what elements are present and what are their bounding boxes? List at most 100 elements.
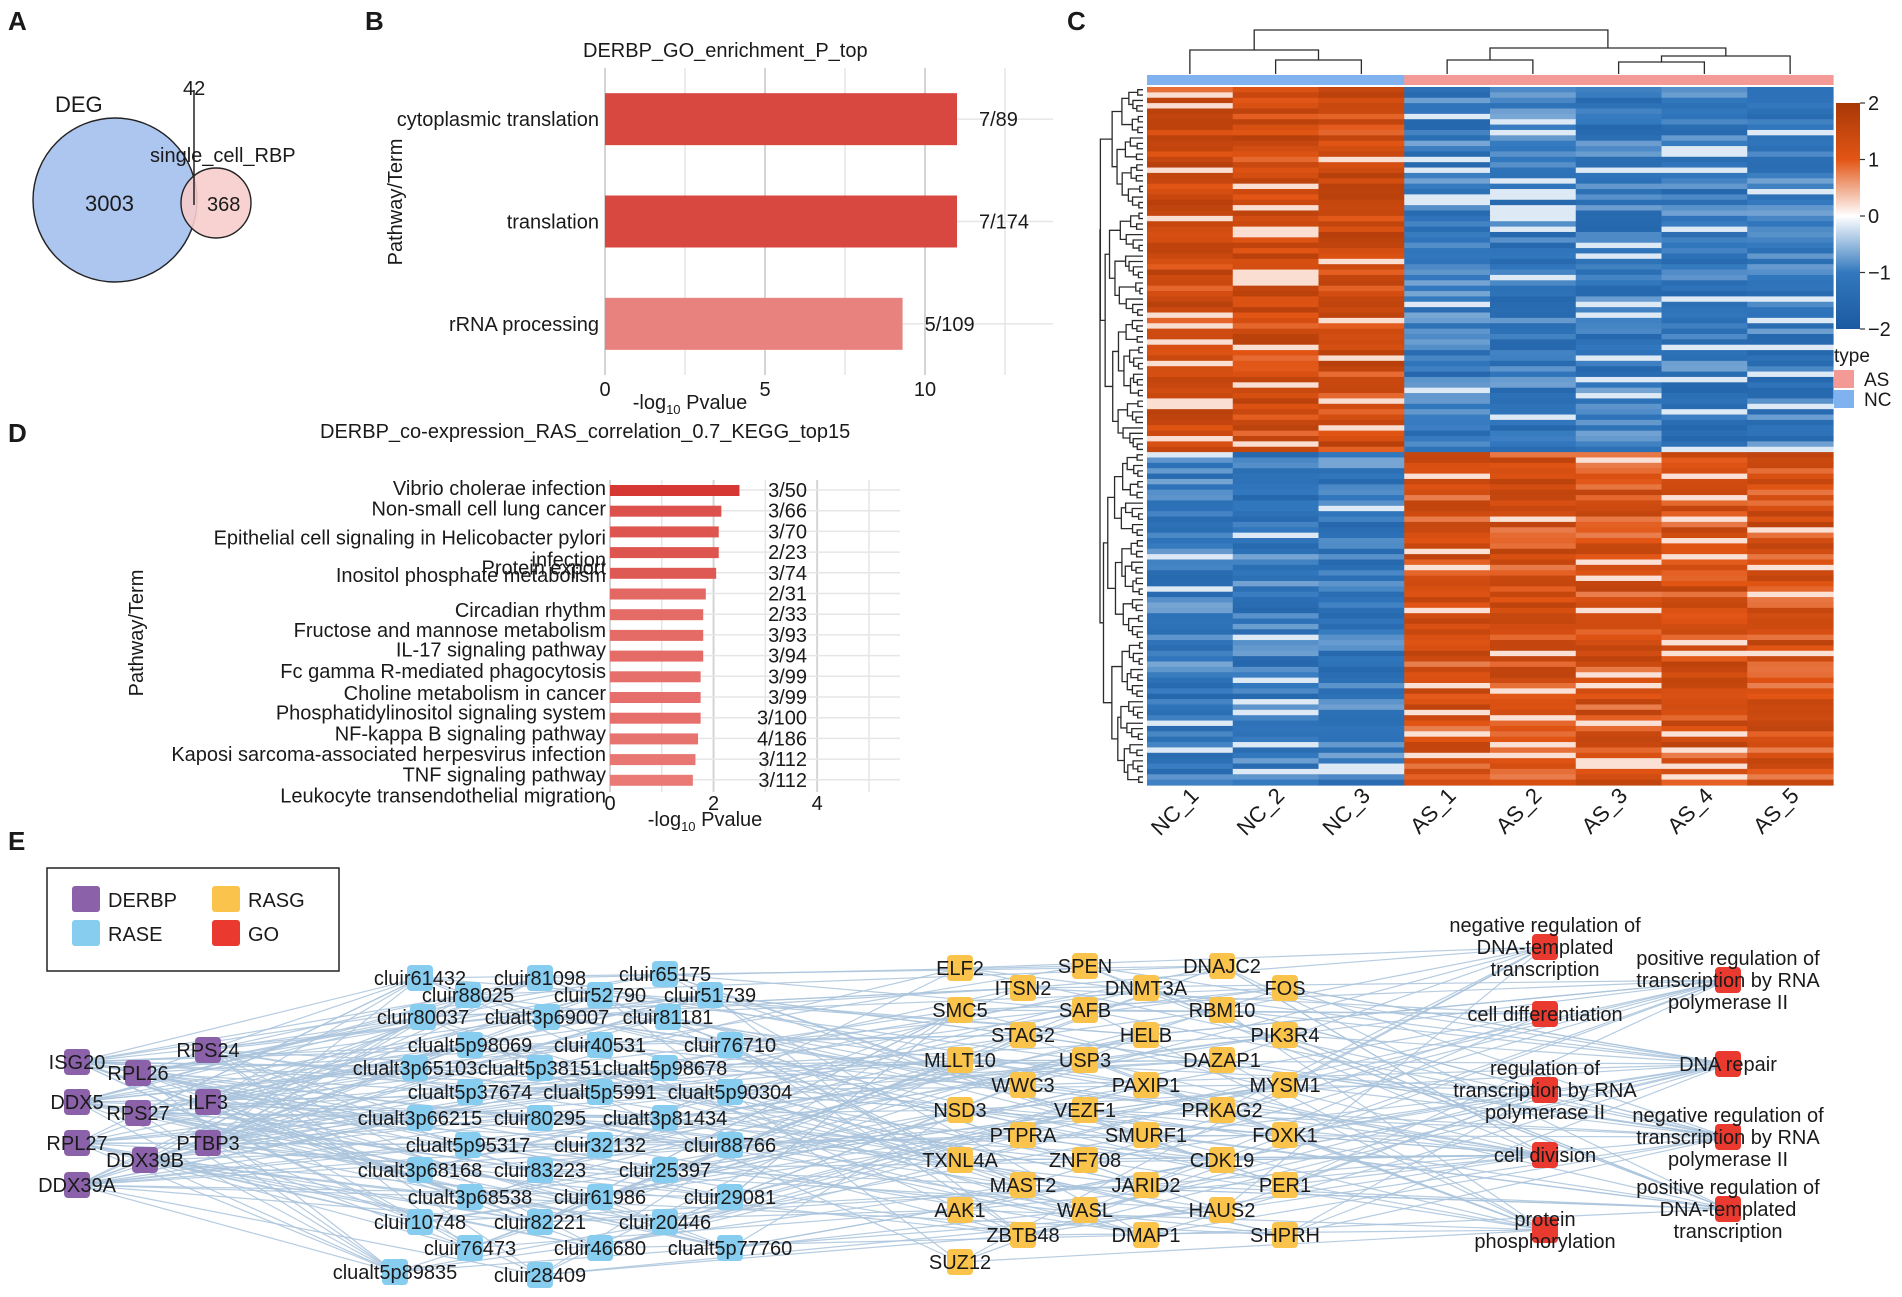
kegg-category-label: Vibrio cholerae infection [393, 478, 606, 500]
dendrogram-branch [1617, 61, 1706, 74]
heatmap-cell [1147, 645, 1234, 652]
heatmap-cell [1575, 699, 1663, 706]
heatmap-cell [1318, 597, 1405, 604]
heatmap-cell [1147, 113, 1234, 120]
rasg-node-ptpra [1010, 1122, 1036, 1148]
heatmap-cell [1404, 436, 1491, 442]
heatmap-cells: NC_1 NC_2 NC_3 AS_1 AS_2 AS_3 AS_4 AS_5 [1146, 75, 1834, 840]
dendrogram-branch [1135, 153, 1143, 161]
heatmap-cell [1747, 307, 1834, 314]
heatmap-cell [1147, 720, 1234, 727]
dendrogram-branch [1135, 577, 1143, 585]
dendrogram-branch [1122, 462, 1131, 491]
heatmap-cell [1404, 468, 1491, 475]
rasg-node-safb [1072, 997, 1098, 1023]
heatmap-cell [1147, 441, 1234, 448]
heatmap-cell [1232, 355, 1320, 362]
heatmap-cell [1404, 419, 1491, 426]
heatmap-cell [1575, 677, 1663, 684]
heatmap-cell [1318, 253, 1405, 260]
heatmap-cell [1404, 548, 1491, 555]
heatmap-cell [1232, 215, 1320, 222]
heatmap-cell [1147, 333, 1234, 340]
heatmap-cell [1147, 393, 1234, 400]
heatmap-cell [1318, 403, 1405, 410]
heatmap-cell [1232, 640, 1320, 646]
heatmap-cell [1661, 344, 1748, 351]
heatmap-cell [1575, 92, 1663, 99]
heatmap-cell [1490, 151, 1577, 158]
heatmap-cell [1318, 473, 1405, 480]
heatmap-cell [1232, 500, 1320, 507]
rase-label-clualt5p98069: clualt5p98069 [408, 1035, 533, 1057]
rasg-label-itsn2: ITSN2 [995, 978, 1052, 1000]
rasg-label-dnmt3a: DNMT3A [1105, 978, 1188, 1000]
rase-label-cluir83223: cluir83223 [494, 1160, 586, 1182]
heatmap-cell [1661, 113, 1748, 120]
heatmap-cell [1147, 366, 1234, 373]
column-type-annotation [1404, 75, 1491, 85]
kegg-gene-ratio-label: 2/33 [768, 604, 807, 626]
kegg-bar-circadian-rhythm [610, 588, 706, 600]
heatmap-cell [1404, 709, 1491, 716]
heatmap-cell [1232, 205, 1320, 212]
network-edge [1284, 1084, 1546, 1091]
network-edge [959, 1059, 1546, 1091]
dendrogram-branch [1138, 201, 1143, 209]
heatmap-cell [1490, 199, 1577, 206]
heatmap-cell [1318, 409, 1405, 416]
kegg-bar-protein-export [610, 547, 719, 559]
heatmap-cell [1661, 640, 1748, 646]
rase-label-cluir40531: cluir40531 [554, 1035, 646, 1057]
heatmap-cell [1490, 387, 1577, 394]
heatmap-cell [1318, 742, 1405, 749]
heatmap-cell [1575, 140, 1663, 147]
rase-node-cluir65175 [652, 961, 678, 987]
heatmap-cell [1661, 221, 1748, 228]
heatmap-cell [1404, 656, 1491, 663]
kegg-gene-ratio-label: 3/70 [768, 521, 807, 543]
heatmap-cell [1147, 516, 1234, 523]
heatmap-cell [1661, 108, 1748, 115]
heatmap-cell [1318, 108, 1405, 115]
heatmap-cell [1147, 457, 1234, 464]
heatmap-cell [1490, 586, 1577, 593]
heatmap-cell [1318, 360, 1405, 367]
heatmap-cell [1747, 430, 1834, 437]
heatmap-cell [1661, 457, 1748, 464]
heatmap-cell [1490, 538, 1577, 544]
heatmap-cell [1575, 403, 1663, 410]
heatmap-cell [1661, 618, 1748, 625]
dendrogram-branch [1130, 668, 1143, 679]
heatmap-cell [1490, 344, 1577, 351]
heatmap-cell [1147, 623, 1234, 630]
network-edge [394, 1134, 1147, 1273]
heatmap-cell [1147, 575, 1234, 582]
heatmap-cell [1661, 527, 1748, 534]
go-label-pos_rna: transcription by RNA [1636, 970, 1820, 992]
heatmap-cell [1575, 607, 1663, 614]
heatmap-cell [1232, 742, 1320, 749]
legend-swatch-go [212, 920, 240, 946]
heatmap-cell [1575, 720, 1663, 727]
rase-node-clualt5p98069 [457, 1032, 483, 1058]
heatmap-cell [1490, 231, 1577, 238]
network-edge [1145, 979, 1729, 1036]
go-node-negative-regulation-of-transcription-by-rna-polymerase-ii [1715, 1124, 1741, 1150]
heatmap-cell [1490, 747, 1577, 754]
heatmap-cell [1232, 92, 1320, 99]
heatmap-cell [1747, 613, 1834, 620]
heatmap-cell [1575, 199, 1663, 206]
kegg-bar-il-17-signaling-pathway [610, 629, 704, 641]
heatmap-cell [1490, 248, 1577, 255]
rase-node-cluir46680 [587, 1235, 613, 1261]
derbp-node-ddx39a [64, 1172, 90, 1198]
column-type-annotation [1147, 75, 1234, 85]
heatmap-cell [1661, 768, 1748, 775]
network-edge [729, 1209, 1086, 1249]
dendrogram-branch [1124, 502, 1143, 514]
network-edge [76, 1117, 421, 1186]
heatmap-cell [1575, 505, 1663, 512]
network-edge [664, 1169, 1024, 1186]
